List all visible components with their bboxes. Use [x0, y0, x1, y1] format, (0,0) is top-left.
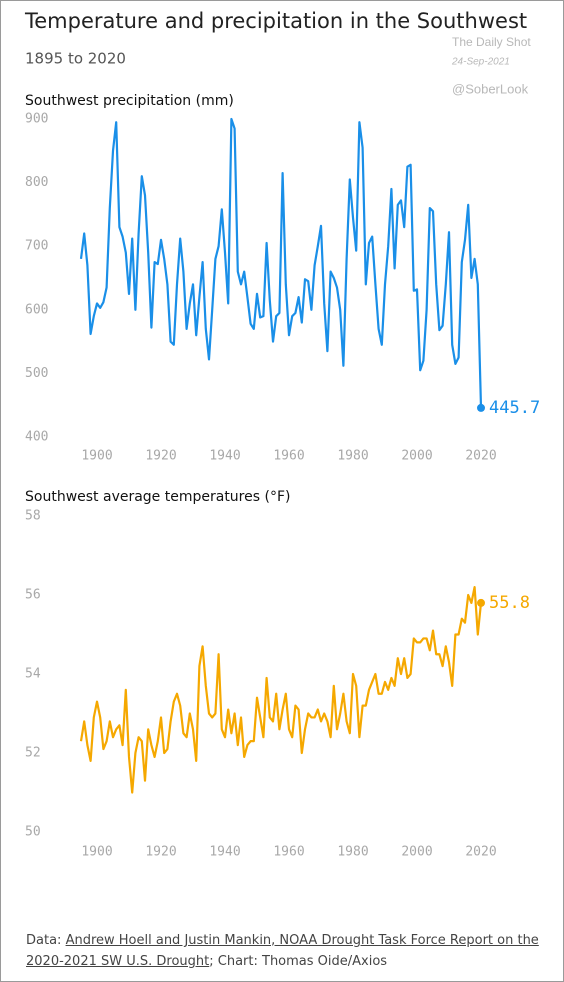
- x-tick-label: 1960: [273, 845, 304, 860]
- page-subtitle: 1895 to 2020: [25, 50, 126, 68]
- data-line: [79, 117, 483, 408]
- x-tick-label: 2020: [465, 449, 496, 464]
- watermark: @SoberLook: [452, 81, 529, 96]
- y-tick-label: 50: [25, 825, 41, 840]
- x-tick-label: 1980: [337, 449, 368, 464]
- y-tick-label: 500: [25, 366, 48, 381]
- source-link[interactable]: Andrew Hoell and Justin Mankin, NOAA Dro…: [26, 933, 539, 969]
- y-tick-label: 56: [25, 588, 41, 603]
- source-prefix: Data:: [26, 933, 66, 948]
- data-line: [79, 586, 483, 794]
- y-tick-label: 600: [25, 302, 48, 317]
- chart-title: Southwest average temperatures (°F): [25, 489, 290, 505]
- y-tick-label: 900: [25, 112, 48, 127]
- end-point: [477, 598, 485, 607]
- x-tick-label: 1920: [145, 845, 176, 860]
- page-title: Temperature and precipitation in the Sou…: [24, 9, 527, 33]
- end-point: [477, 403, 485, 412]
- y-tick-label: 52: [25, 746, 41, 761]
- y-tick-label: 700: [25, 239, 48, 254]
- x-tick-label: 2020: [465, 845, 496, 860]
- x-tick-label: 1940: [209, 845, 240, 860]
- y-tick-label: 400: [25, 430, 48, 445]
- x-tick-label: 2000: [401, 449, 432, 464]
- source-suffix: ; Chart: Thomas Oide/Axios: [209, 954, 388, 969]
- y-tick-label: 800: [25, 175, 48, 190]
- x-tick-label: 1900: [81, 449, 112, 464]
- end-label: 445.7: [489, 398, 540, 418]
- x-tick-label: 1940: [209, 449, 240, 464]
- x-tick-label: 1920: [145, 449, 176, 464]
- y-tick-label: 54: [25, 667, 41, 682]
- x-tick-label: 1900: [81, 845, 112, 860]
- chart-title: Southwest precipitation (mm): [25, 93, 234, 109]
- x-tick-label: 1980: [337, 845, 368, 860]
- watermark: 24-Sep-2021: [451, 57, 510, 68]
- x-tick-label: 1960: [273, 449, 304, 464]
- y-tick-label: 58: [25, 509, 41, 524]
- source-note: Data: Andrew Hoell and Justin Mankin, NO…: [26, 930, 546, 972]
- watermark: The Daily Shot: [452, 35, 531, 49]
- x-tick-label: 2000: [401, 845, 432, 860]
- end-label: 55.8: [489, 593, 530, 613]
